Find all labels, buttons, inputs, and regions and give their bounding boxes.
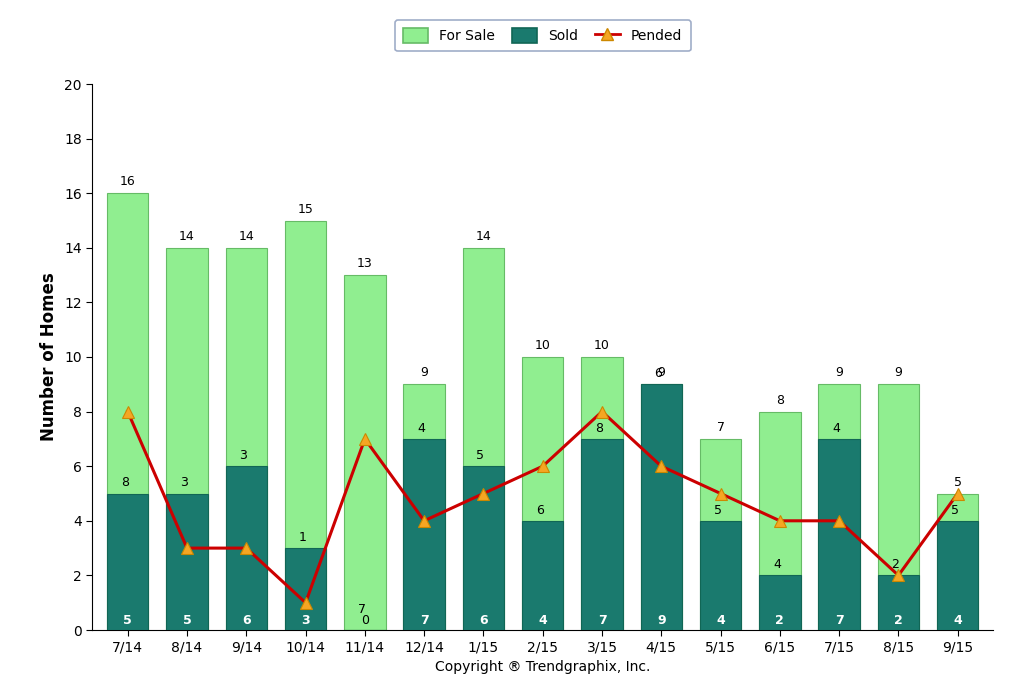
Text: 7: 7: [358, 603, 366, 617]
Text: 1: 1: [299, 531, 306, 544]
Bar: [582, 439, 623, 630]
Bar: [699, 439, 741, 630]
Text: 4: 4: [716, 614, 725, 626]
Bar: [878, 575, 920, 630]
Text: 14: 14: [179, 230, 195, 243]
Text: 8: 8: [595, 422, 603, 435]
Bar: [285, 220, 327, 630]
Text: 5: 5: [950, 504, 958, 517]
Bar: [582, 357, 623, 630]
Text: 3: 3: [180, 477, 188, 489]
Text: 10: 10: [535, 339, 551, 352]
Bar: [759, 575, 801, 630]
Bar: [759, 412, 801, 630]
Text: 4: 4: [417, 422, 425, 435]
Bar: [106, 494, 148, 630]
Bar: [106, 193, 148, 630]
Text: 6: 6: [654, 368, 663, 380]
Text: 9: 9: [895, 366, 902, 379]
Bar: [225, 248, 267, 630]
Bar: [937, 521, 979, 630]
Text: 7: 7: [835, 614, 844, 626]
Text: 8: 8: [121, 477, 129, 489]
Text: 2: 2: [892, 559, 899, 571]
Text: 4: 4: [539, 614, 547, 626]
Text: 14: 14: [475, 230, 492, 243]
Text: 3: 3: [301, 614, 310, 626]
Text: 10: 10: [594, 339, 610, 352]
Bar: [344, 275, 386, 630]
Bar: [699, 521, 741, 630]
Text: 3: 3: [240, 449, 247, 462]
Text: 5: 5: [182, 614, 191, 626]
Bar: [225, 466, 267, 630]
Text: 6: 6: [479, 614, 487, 626]
Bar: [285, 548, 327, 630]
Bar: [463, 466, 504, 630]
Bar: [403, 439, 444, 630]
Text: 16: 16: [120, 175, 135, 188]
Bar: [937, 494, 979, 630]
Text: 5: 5: [714, 504, 722, 517]
Text: 7: 7: [717, 421, 725, 434]
Text: 2: 2: [775, 614, 784, 626]
Text: 6: 6: [242, 614, 251, 626]
Text: 6: 6: [536, 504, 544, 517]
Text: 5: 5: [476, 449, 484, 462]
Text: 4: 4: [953, 614, 963, 626]
Bar: [641, 384, 682, 630]
Text: 14: 14: [239, 230, 254, 243]
Text: 9: 9: [420, 366, 428, 379]
Legend: For Sale, Sold, Pended: For Sale, Sold, Pended: [395, 20, 690, 51]
Bar: [818, 439, 860, 630]
Text: 9: 9: [657, 614, 666, 626]
X-axis label: Copyright ® Trendgraphix, Inc.: Copyright ® Trendgraphix, Inc.: [435, 660, 650, 674]
Bar: [522, 357, 563, 630]
Text: 5: 5: [953, 475, 962, 489]
Bar: [166, 494, 208, 630]
Bar: [818, 384, 860, 630]
Text: 9: 9: [657, 366, 666, 379]
Bar: [522, 521, 563, 630]
Bar: [463, 248, 504, 630]
Bar: [641, 384, 682, 630]
Bar: [166, 248, 208, 630]
Text: 2: 2: [894, 614, 903, 626]
Text: 13: 13: [357, 257, 373, 270]
Text: 7: 7: [598, 614, 606, 626]
Text: 4: 4: [773, 559, 781, 571]
Text: 8: 8: [776, 393, 783, 407]
Text: 7: 7: [420, 614, 428, 626]
Text: 9: 9: [836, 366, 843, 379]
Text: 5: 5: [123, 614, 132, 626]
Bar: [878, 384, 920, 630]
Text: 0: 0: [360, 614, 369, 626]
Bar: [403, 384, 444, 630]
Text: 15: 15: [298, 202, 313, 216]
Y-axis label: Number of Homes: Number of Homes: [40, 272, 58, 442]
Text: 4: 4: [833, 422, 840, 435]
